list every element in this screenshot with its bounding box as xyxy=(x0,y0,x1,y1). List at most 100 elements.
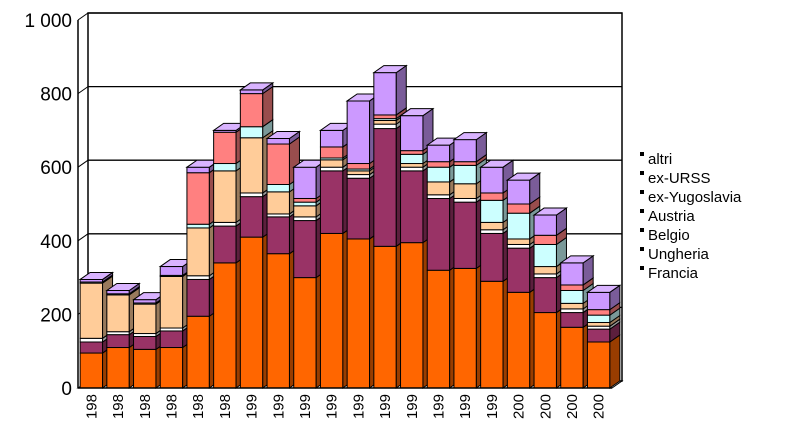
bar-front xyxy=(586,328,611,343)
bar-front xyxy=(186,278,210,317)
legend-item: altri xyxy=(640,151,672,168)
bar-front xyxy=(560,302,584,310)
bar-front xyxy=(106,294,130,333)
bar-front xyxy=(186,223,210,229)
bar-front xyxy=(213,262,237,389)
x-tick-label: 198 xyxy=(110,394,127,419)
bar-front xyxy=(319,159,344,168)
legend-swatch xyxy=(640,266,644,270)
bar-front xyxy=(560,262,584,286)
bar-front xyxy=(346,238,371,389)
bar-front xyxy=(400,153,424,165)
y-tick-label: 400 xyxy=(40,232,72,253)
legend-item: Austria xyxy=(640,208,695,225)
bar-front xyxy=(373,114,397,120)
x-tick-label: 200 xyxy=(591,394,608,419)
legend-item: Ungheria xyxy=(640,246,710,263)
bar-front xyxy=(213,225,237,264)
bar-front xyxy=(453,161,477,166)
bar-front xyxy=(533,214,557,236)
bar-front xyxy=(506,291,531,389)
legend-swatch xyxy=(640,209,644,213)
bar-front xyxy=(159,330,184,349)
bar-front xyxy=(213,170,237,223)
bar-front xyxy=(319,146,344,159)
y-tick-label: 200 xyxy=(40,305,72,326)
y-tick-label: 1 000 xyxy=(24,11,72,32)
bar-front xyxy=(213,163,237,172)
bar-front xyxy=(346,100,371,165)
x-tick-label: 199 xyxy=(484,394,501,419)
bar-front xyxy=(400,115,424,152)
bar-front xyxy=(213,221,237,227)
bar-front xyxy=(186,166,210,174)
bar-top xyxy=(559,255,595,264)
bars xyxy=(78,64,622,389)
legend-item: Francia xyxy=(640,265,699,282)
bar-front xyxy=(213,131,237,165)
bar-top xyxy=(105,282,141,291)
bar-front xyxy=(586,291,611,311)
bar-front xyxy=(266,183,290,193)
bar-front xyxy=(133,303,157,335)
x-tick-label: 198 xyxy=(83,394,100,419)
bar-front xyxy=(506,179,531,205)
legend-label: ex-URSS xyxy=(648,170,711,187)
bar-front xyxy=(373,128,397,247)
bar-top xyxy=(505,172,542,181)
gridline-side xyxy=(77,159,89,168)
bar-front xyxy=(373,72,397,116)
bar-front xyxy=(480,280,504,389)
y-tick-label: 800 xyxy=(40,85,72,106)
x-tick-label: 199 xyxy=(270,394,287,419)
legend-label: ex-Yugoslavia xyxy=(648,189,742,206)
legend-item: ex-URSS xyxy=(640,170,711,187)
legend-label: Ungheria xyxy=(648,246,710,263)
bar-front xyxy=(426,269,451,389)
x-tick-label: 198 xyxy=(217,394,234,419)
bar-front xyxy=(400,170,424,244)
bar-front xyxy=(346,177,371,240)
bar-segment xyxy=(400,107,434,152)
legend-label: Francia xyxy=(648,265,699,282)
x-tick-label: 198 xyxy=(137,394,154,419)
bar-front xyxy=(533,234,557,245)
x-tick-label: 199 xyxy=(430,394,447,419)
bar-front xyxy=(239,93,264,128)
bar-front xyxy=(106,347,130,389)
bar-front xyxy=(293,197,317,203)
bar-front xyxy=(453,139,477,163)
bar-front xyxy=(586,314,611,323)
bar-front xyxy=(560,326,584,389)
bar-front xyxy=(506,247,531,293)
bar-segment xyxy=(586,334,621,389)
bar-side xyxy=(609,334,621,389)
bar-front xyxy=(533,273,557,279)
bar-front xyxy=(266,137,290,145)
x-tick-label: 198 xyxy=(190,394,207,419)
x-tick-label: 199 xyxy=(377,394,394,419)
bar-front xyxy=(186,275,210,280)
bar-front xyxy=(586,309,611,316)
legend-item: ex-Yugoslavia xyxy=(640,189,742,206)
bar-front xyxy=(480,192,504,201)
x-tick-label: 198 xyxy=(163,394,180,419)
x-tick-label: 200 xyxy=(564,394,581,419)
bar-front xyxy=(400,150,424,155)
bar-front xyxy=(293,277,317,389)
bar-front xyxy=(79,337,104,343)
bar-front xyxy=(293,201,317,207)
bar-front xyxy=(293,166,317,199)
bar-front xyxy=(239,236,264,389)
legend: altri ex-URSS ex-Yugoslavia Austria Belgio Un… xyxy=(640,151,742,282)
bar-front xyxy=(426,166,451,183)
bar-front xyxy=(79,352,104,389)
bar-front xyxy=(186,172,210,225)
bar-front xyxy=(159,266,184,276)
bar-front xyxy=(239,192,264,198)
bar-front xyxy=(506,212,531,240)
bar-front xyxy=(426,194,451,199)
bar-front xyxy=(319,129,344,148)
bar-front xyxy=(159,347,184,389)
bar-front xyxy=(453,164,477,185)
